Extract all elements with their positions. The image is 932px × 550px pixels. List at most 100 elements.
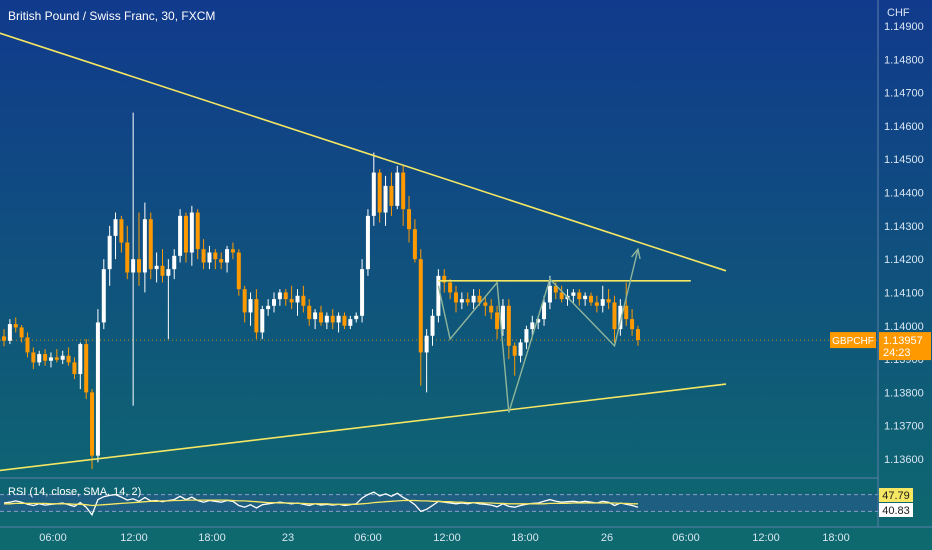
candle-body: [248, 299, 253, 313]
candle-body: [606, 299, 611, 303]
candle-body: [594, 302, 599, 306]
y-tick-label: 1.14800: [884, 54, 924, 66]
x-tick-label: 18:00: [198, 532, 226, 544]
rsi-band: [0, 494, 878, 512]
candle-body: [254, 299, 259, 333]
candle-body: [577, 292, 582, 300]
candle-body: [172, 255, 177, 270]
candle-body: [436, 275, 441, 316]
candle-body: [600, 299, 605, 306]
candle-body: [195, 212, 200, 250]
y-tick-label: 1.14700: [884, 88, 924, 100]
candle-body: [407, 209, 412, 230]
pattern-path[interactable]: [437, 249, 639, 413]
candle-body: [154, 265, 159, 270]
candle-body: [230, 249, 235, 253]
candle-body: [119, 219, 124, 243]
candle-body: [630, 319, 635, 330]
candle-body: [131, 259, 136, 273]
candle-body: [354, 315, 359, 320]
candle-body: [313, 312, 318, 320]
candle-body: [266, 305, 271, 310]
candle-body: [500, 305, 505, 330]
x-tick-label: 18:00: [511, 532, 539, 544]
trendline-support[interactable]: [0, 383, 727, 472]
candle-body: [37, 354, 42, 363]
y-tick-label: 1.14000: [884, 321, 924, 333]
candle-body: [101, 269, 106, 323]
candle-body: [330, 315, 335, 323]
candle-body: [377, 172, 382, 213]
candle-body: [559, 292, 564, 300]
candle-body: [272, 299, 277, 306]
candle-body: [506, 305, 511, 346]
candle-body: [612, 302, 617, 330]
y-tick-label: 1.14100: [884, 287, 924, 299]
candle-body: [442, 275, 447, 283]
currency-label: CHF: [887, 7, 910, 19]
candle-body: [430, 315, 435, 336]
candle-body: [2, 336, 6, 341]
candles: [2, 112, 640, 469]
y-tick-label: 1.14200: [884, 254, 924, 266]
x-tick-label: 06:00: [672, 532, 700, 544]
candle-body: [66, 355, 71, 363]
candle-body: [242, 289, 247, 313]
candle-body: [518, 342, 523, 356]
candle-body: [289, 299, 294, 303]
x-tick-label: 23: [282, 532, 294, 544]
candle-body: [277, 292, 282, 300]
y-tick-label: 1.14400: [884, 188, 924, 200]
rsi-value: 40.83: [882, 505, 910, 517]
candle-body: [301, 295, 306, 306]
x-tick-label: 12:00: [433, 532, 461, 544]
candle-body: [78, 344, 83, 375]
candle-body: [178, 215, 183, 256]
candle-body: [471, 295, 476, 303]
candle-body: [54, 357, 59, 360]
chart-title: British Pound / Swiss Franc, 30, FXCM: [8, 9, 215, 23]
candle-body: [401, 172, 406, 210]
y-tick-label: 1.13800: [884, 387, 924, 399]
trendlines: [0, 32, 727, 472]
x-tick-label: 06:00: [39, 532, 67, 544]
candle-body: [348, 319, 353, 326]
trendline-resistance[interactable]: [0, 32, 727, 272]
candle-body: [453, 292, 458, 303]
symbol-tag: [830, 332, 876, 349]
candle-body: [477, 295, 482, 303]
candle-body: [90, 392, 95, 456]
candle-body: [201, 249, 206, 263]
candle-body: [418, 259, 423, 353]
pattern-arrow: [631, 247, 641, 260]
candle-body: [48, 357, 53, 361]
candle-body: [318, 312, 323, 323]
x-tick-label: 26: [601, 532, 613, 544]
candle-body: [530, 322, 535, 330]
candle-body: [307, 305, 312, 320]
symbol-label: GBPCHF: [832, 336, 874, 347]
candle-body: [60, 355, 65, 360]
candle-body: [542, 302, 547, 320]
candle-body: [547, 285, 552, 303]
x-tick-label: 12:00: [120, 532, 148, 544]
candle-body: [25, 337, 30, 353]
candle-body: [389, 185, 394, 206]
y-tick-label: 1.13700: [884, 421, 924, 433]
candle-body: [342, 315, 347, 326]
y-tick-label: 1.14300: [884, 221, 924, 233]
candle-body: [336, 315, 341, 323]
candle-body: [553, 285, 558, 293]
candle-body: [207, 252, 212, 263]
rsi-label: RSI (14, close, SMA, 14, 2): [8, 486, 141, 498]
candle-body: [448, 282, 453, 293]
x-tick-label: 18:00: [822, 532, 850, 544]
candle-body: [624, 305, 629, 320]
candle-body: [465, 299, 470, 303]
candle-body: [424, 335, 429, 353]
candle-body: [160, 265, 165, 276]
candle-body: [583, 295, 588, 300]
rsi-value-tag: [879, 503, 913, 517]
